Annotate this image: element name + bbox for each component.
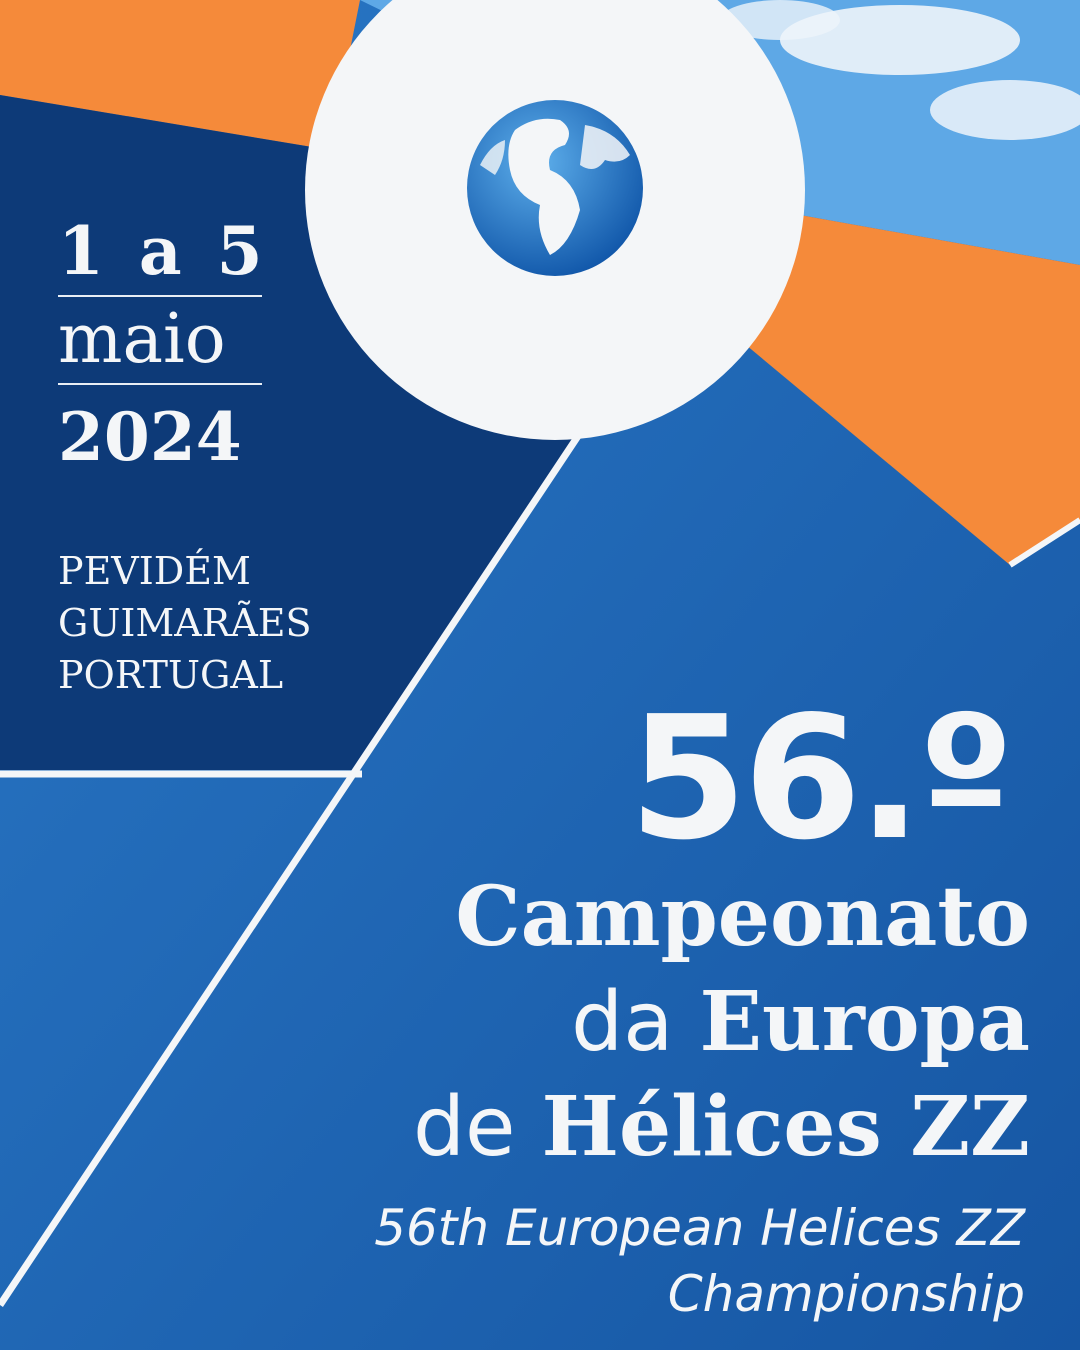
subtitle-line-1: 56th European Helices ZZ	[374, 1199, 1025, 1257]
location-city: GUIMARÃES	[58, 601, 312, 645]
divider	[58, 295, 262, 297]
title-da: da	[571, 975, 674, 1070]
date-month: maio	[58, 300, 226, 379]
edition-number: 56.º	[628, 680, 1014, 878]
location: PEVIDÉM GUIMARÃES PORTUGAL	[58, 545, 312, 701]
event-title: Campeonato da Europa de Hélices ZZ	[413, 865, 1030, 1180]
globe-icon	[467, 100, 643, 276]
location-country: PORTUGAL	[58, 653, 284, 697]
title-helices: Hélices ZZ	[541, 1079, 1030, 1175]
location-town: PEVIDÉM	[58, 549, 251, 593]
navy-panel	[0, 95, 575, 770]
divider	[58, 383, 262, 385]
date-year: 2024	[58, 398, 242, 476]
title-europa: Europa	[699, 974, 1030, 1070]
divider-diagonal	[0, 434, 581, 1307]
orange-band-right	[740, 215, 1080, 565]
orange-band-top	[0, 0, 360, 150]
title-de: de	[412, 1080, 516, 1175]
date-days: 1 a 5	[58, 212, 269, 290]
title-line-1: Campeonato	[455, 869, 1030, 965]
english-subtitle: 56th European Helices ZZ Championship	[374, 1195, 1025, 1327]
subtitle-line-2: Championship	[667, 1265, 1025, 1323]
